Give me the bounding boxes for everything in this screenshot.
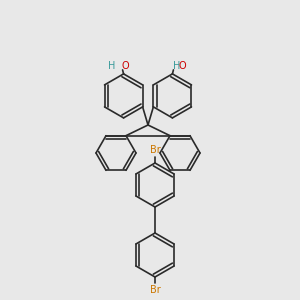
Text: O: O	[178, 61, 186, 71]
Text: H: H	[108, 61, 116, 71]
Text: Br: Br	[150, 145, 160, 155]
Text: O: O	[122, 61, 129, 71]
Text: H: H	[173, 61, 181, 71]
Text: Br: Br	[150, 285, 160, 295]
